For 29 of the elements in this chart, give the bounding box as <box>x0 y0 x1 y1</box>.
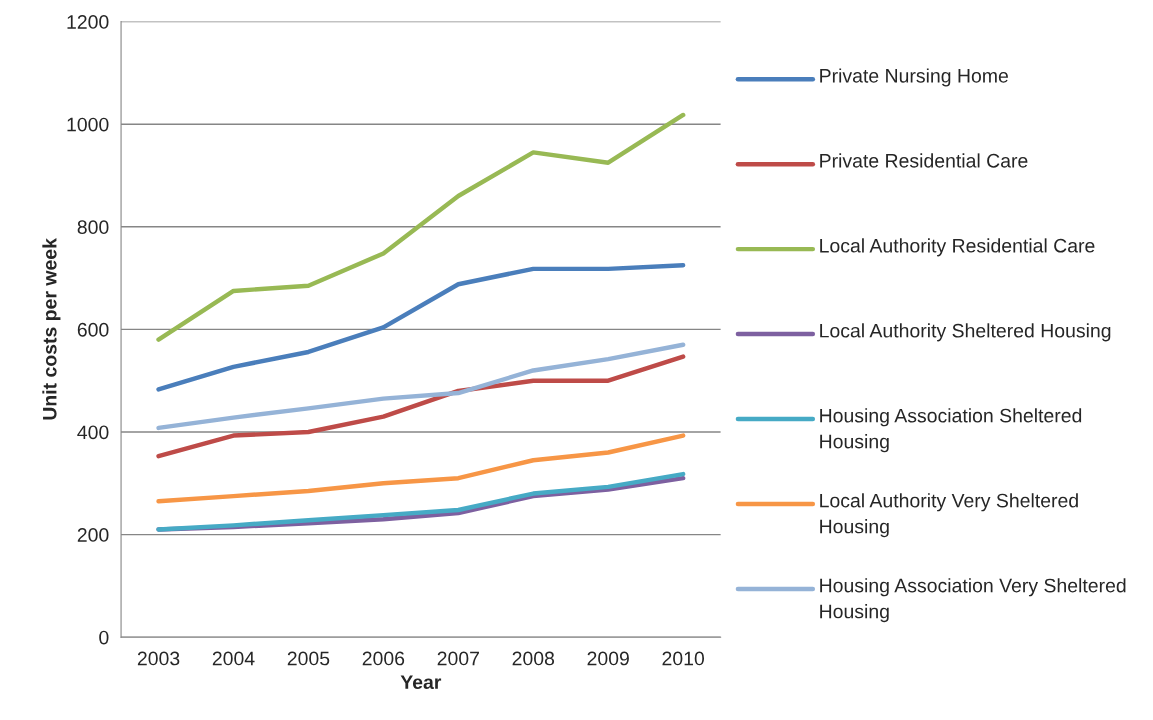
x-tick-label: 2006 <box>362 651 405 666</box>
y-tick-label: 800 <box>77 220 109 235</box>
y-tick-label: 400 <box>77 425 109 440</box>
legend-label: Local Authority Very Sheltered Housing <box>820 493 1078 538</box>
y-tick-label: 1200 <box>67 15 109 29</box>
line-series <box>156 354 686 459</box>
x-tick-label: 2010 <box>662 651 705 666</box>
x-tick-label: 2003 <box>137 651 180 666</box>
legend-label: Local Authority Residential Care <box>820 238 1095 257</box>
x-tick-label: 2009 <box>587 651 629 666</box>
line-series <box>156 433 686 504</box>
line-series <box>156 112 686 342</box>
legend-label: Housing Association Sheltered Housing <box>820 408 1082 453</box>
legend-label: Local Authority Sheltered Housing <box>820 323 1111 342</box>
line-series <box>156 342 686 431</box>
x-tick-label: 2005 <box>287 651 330 666</box>
legend-label: Private Nursing Home <box>820 68 1008 87</box>
x-tick-label: 2007 <box>437 651 479 666</box>
y-tick-label: 0 <box>99 630 109 645</box>
legend-label: Housing Association Very Sheltered Housing <box>820 578 1126 623</box>
x-tick-label: 2004 <box>212 651 255 666</box>
y-tick-label: 600 <box>77 322 109 337</box>
x-tick-label: 2008 <box>512 651 555 666</box>
legend-label: Private Residential Care <box>820 153 1028 168</box>
x-axis-title: Year <box>400 675 442 690</box>
line-series <box>156 263 686 392</box>
y-axis-title: Unit costs per week <box>42 238 61 420</box>
y-tick-label: 200 <box>77 528 109 542</box>
y-tick-label: 1000 <box>67 117 109 132</box>
